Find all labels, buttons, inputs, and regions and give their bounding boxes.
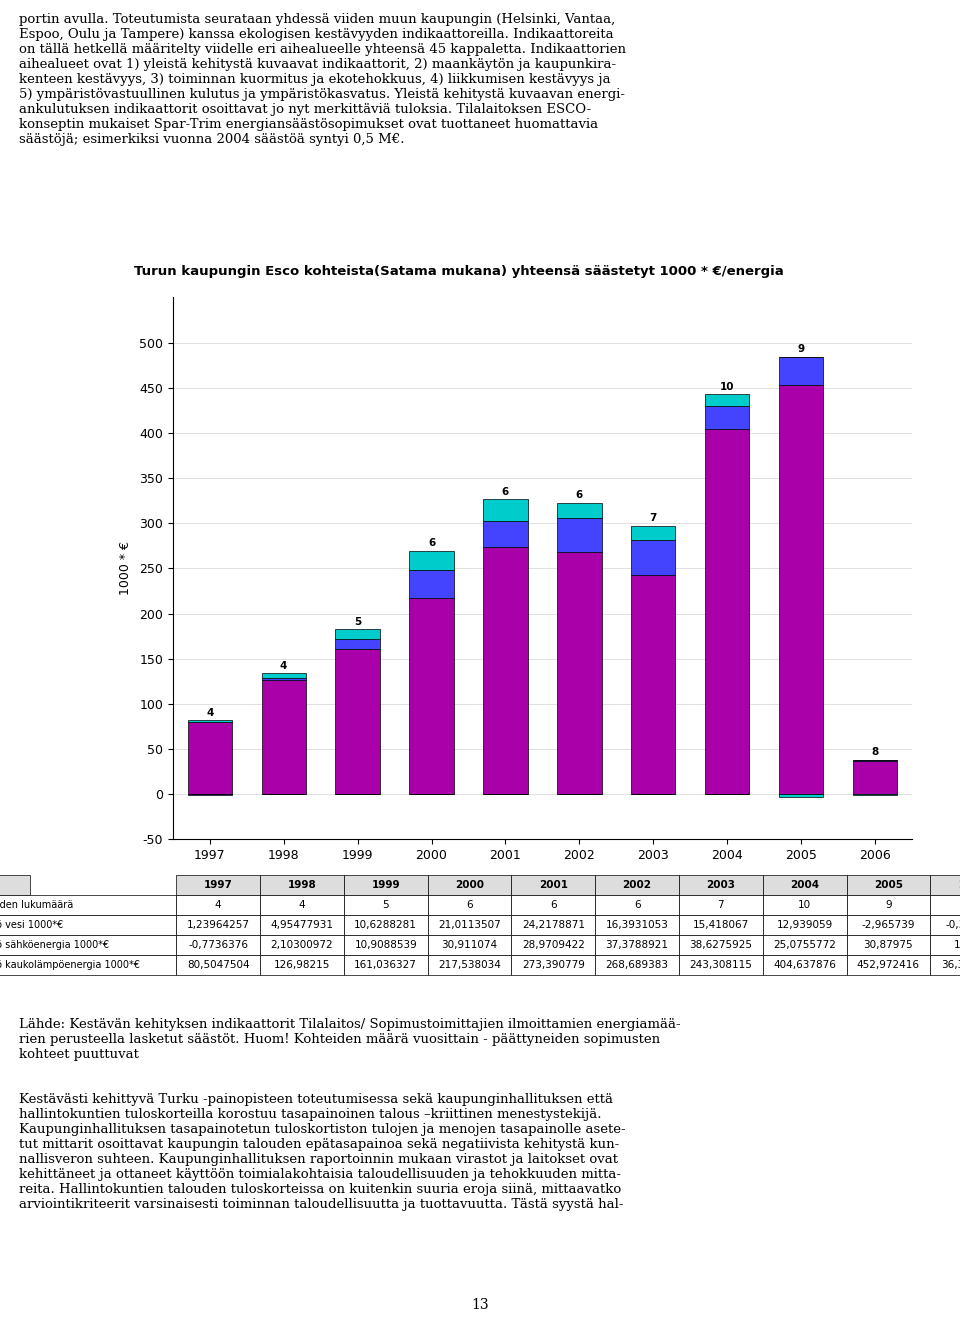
Text: 4: 4 bbox=[206, 707, 213, 718]
Bar bbox=[409, 570, 454, 598]
Bar bbox=[261, 673, 306, 678]
Bar bbox=[631, 539, 676, 575]
Text: 7: 7 bbox=[650, 513, 657, 524]
Bar bbox=[483, 547, 528, 795]
Bar bbox=[557, 518, 602, 551]
Bar bbox=[557, 551, 602, 795]
Bar bbox=[852, 760, 898, 761]
Text: 8: 8 bbox=[872, 747, 878, 758]
Text: 10: 10 bbox=[720, 382, 734, 391]
Bar bbox=[779, 357, 824, 385]
Bar bbox=[409, 551, 454, 570]
Bar bbox=[335, 639, 380, 649]
Text: Lähde: Kestävän kehityksen indikaattorit Tilalaitos/ Sopimustoimittajien ilmoitt: Lähde: Kestävän kehityksen indikaattorit… bbox=[19, 1018, 681, 1211]
Y-axis label: 1000 * €: 1000 * € bbox=[119, 542, 132, 595]
Bar bbox=[261, 678, 306, 680]
Text: 6: 6 bbox=[428, 538, 435, 549]
Bar bbox=[335, 629, 380, 639]
Text: 6: 6 bbox=[576, 490, 583, 500]
Text: 13: 13 bbox=[471, 1298, 489, 1313]
Bar bbox=[852, 761, 898, 795]
Bar bbox=[779, 385, 824, 795]
Bar bbox=[187, 722, 232, 795]
Bar bbox=[631, 575, 676, 795]
Bar bbox=[779, 795, 824, 797]
Text: 5: 5 bbox=[354, 616, 361, 627]
Text: 4: 4 bbox=[280, 661, 287, 670]
Bar bbox=[705, 406, 750, 428]
Text: 9: 9 bbox=[798, 345, 804, 354]
Bar bbox=[409, 598, 454, 795]
Bar bbox=[557, 502, 602, 518]
Bar bbox=[705, 428, 750, 795]
Text: portin avulla. Toteutumista seurataan yhdessä viiden muun kaupungin (Helsinki, V: portin avulla. Toteutumista seurataan yh… bbox=[19, 13, 626, 147]
Bar bbox=[261, 680, 306, 795]
Bar bbox=[705, 394, 750, 406]
Bar bbox=[631, 526, 676, 539]
Bar bbox=[483, 521, 528, 547]
Bar bbox=[335, 649, 380, 795]
Text: 6: 6 bbox=[502, 486, 509, 497]
Text: Turun kaupungin Esco kohteista(Satama mukana) yhteensä säästetyt 1000 * €/energi: Turun kaupungin Esco kohteista(Satama mu… bbox=[134, 264, 784, 278]
Bar bbox=[483, 500, 528, 521]
